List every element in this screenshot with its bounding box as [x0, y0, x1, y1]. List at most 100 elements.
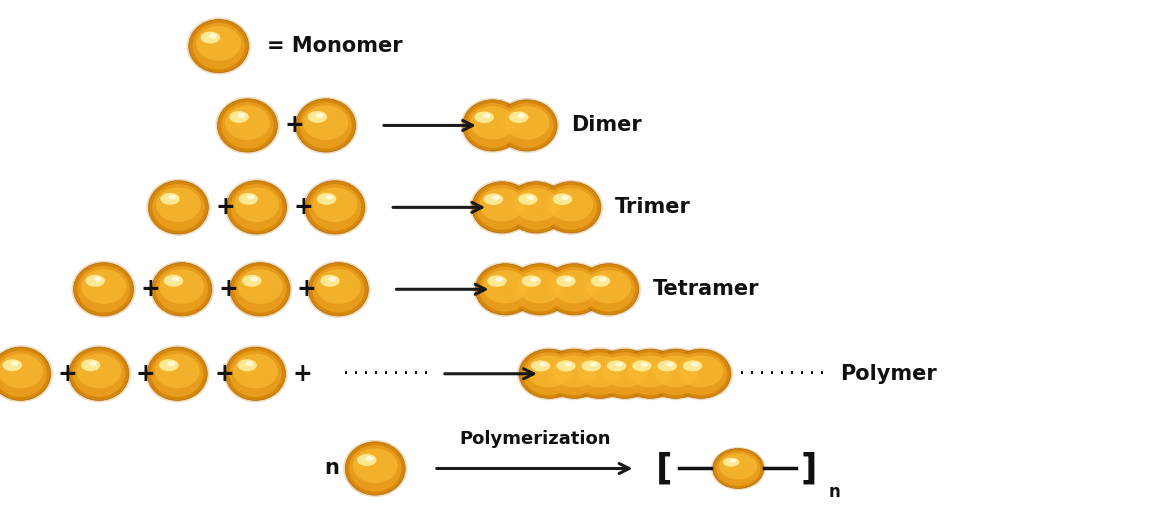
Ellipse shape: [345, 442, 405, 495]
Ellipse shape: [159, 269, 205, 304]
Ellipse shape: [539, 180, 603, 235]
Ellipse shape: [173, 277, 180, 282]
Ellipse shape: [497, 100, 557, 151]
Text: +: +: [58, 362, 77, 386]
Ellipse shape: [548, 267, 601, 312]
Text: +: +: [297, 278, 317, 301]
Ellipse shape: [669, 347, 733, 400]
Ellipse shape: [620, 349, 680, 398]
Text: = Monomer: = Monomer: [267, 36, 403, 56]
Ellipse shape: [544, 349, 604, 398]
Ellipse shape: [565, 362, 572, 367]
Ellipse shape: [71, 261, 136, 318]
Ellipse shape: [541, 182, 601, 233]
Ellipse shape: [152, 184, 205, 230]
Ellipse shape: [595, 349, 655, 398]
Ellipse shape: [590, 362, 597, 367]
Ellipse shape: [480, 188, 525, 221]
Ellipse shape: [94, 277, 101, 282]
Text: n: n: [829, 482, 840, 501]
Ellipse shape: [666, 362, 673, 367]
Ellipse shape: [475, 264, 535, 315]
Ellipse shape: [233, 354, 279, 389]
Ellipse shape: [508, 262, 572, 317]
Ellipse shape: [81, 269, 127, 304]
Ellipse shape: [303, 179, 367, 236]
Ellipse shape: [552, 194, 572, 205]
Ellipse shape: [711, 447, 765, 490]
Text: +: +: [219, 278, 238, 301]
Ellipse shape: [578, 355, 622, 387]
Ellipse shape: [152, 263, 212, 316]
Ellipse shape: [723, 458, 739, 466]
Ellipse shape: [628, 355, 672, 387]
Ellipse shape: [510, 264, 570, 315]
Ellipse shape: [238, 113, 245, 118]
Ellipse shape: [247, 195, 254, 200]
Ellipse shape: [357, 454, 376, 466]
Ellipse shape: [587, 270, 631, 303]
Text: ·········: ·········: [341, 365, 430, 383]
Ellipse shape: [730, 459, 737, 463]
Ellipse shape: [616, 362, 623, 367]
Ellipse shape: [527, 355, 571, 387]
Ellipse shape: [518, 114, 525, 118]
Text: ]: ]: [801, 452, 817, 485]
Ellipse shape: [221, 102, 274, 148]
Ellipse shape: [230, 263, 290, 316]
Ellipse shape: [600, 278, 607, 282]
Text: +: +: [292, 362, 312, 386]
Ellipse shape: [308, 184, 361, 230]
Ellipse shape: [160, 193, 180, 205]
Ellipse shape: [607, 360, 626, 371]
Ellipse shape: [521, 275, 541, 287]
Ellipse shape: [242, 275, 261, 287]
Ellipse shape: [678, 355, 723, 387]
Ellipse shape: [237, 359, 257, 371]
Ellipse shape: [186, 17, 251, 75]
Ellipse shape: [238, 193, 258, 205]
Ellipse shape: [527, 196, 534, 200]
Ellipse shape: [505, 106, 550, 139]
Ellipse shape: [581, 360, 601, 371]
Ellipse shape: [200, 32, 220, 44]
Ellipse shape: [73, 350, 125, 397]
Ellipse shape: [643, 347, 708, 400]
Ellipse shape: [154, 354, 200, 389]
Ellipse shape: [230, 184, 283, 230]
Ellipse shape: [90, 361, 97, 366]
Ellipse shape: [552, 270, 597, 303]
Ellipse shape: [238, 269, 283, 304]
Ellipse shape: [590, 275, 610, 287]
Ellipse shape: [218, 99, 277, 152]
Ellipse shape: [671, 349, 731, 398]
Ellipse shape: [145, 345, 209, 402]
Ellipse shape: [542, 347, 607, 400]
Ellipse shape: [0, 350, 47, 397]
Text: Polymerization: Polymerization: [459, 430, 610, 448]
Text: +: +: [214, 362, 234, 386]
Ellipse shape: [618, 347, 683, 400]
Ellipse shape: [67, 345, 131, 402]
Ellipse shape: [463, 100, 523, 151]
Ellipse shape: [85, 275, 105, 287]
Ellipse shape: [349, 445, 402, 492]
Ellipse shape: [479, 267, 532, 312]
Ellipse shape: [470, 180, 534, 235]
Ellipse shape: [163, 275, 183, 287]
Ellipse shape: [506, 182, 566, 233]
Ellipse shape: [654, 355, 698, 387]
Ellipse shape: [223, 345, 288, 402]
Ellipse shape: [352, 449, 398, 483]
Ellipse shape: [251, 277, 258, 282]
Ellipse shape: [544, 264, 604, 315]
Ellipse shape: [159, 359, 178, 371]
Ellipse shape: [326, 195, 333, 200]
Ellipse shape: [77, 266, 130, 312]
Ellipse shape: [577, 262, 641, 317]
Ellipse shape: [235, 187, 279, 222]
Text: +: +: [284, 114, 304, 137]
Ellipse shape: [573, 352, 626, 395]
Ellipse shape: [509, 112, 528, 123]
Ellipse shape: [246, 361, 253, 366]
